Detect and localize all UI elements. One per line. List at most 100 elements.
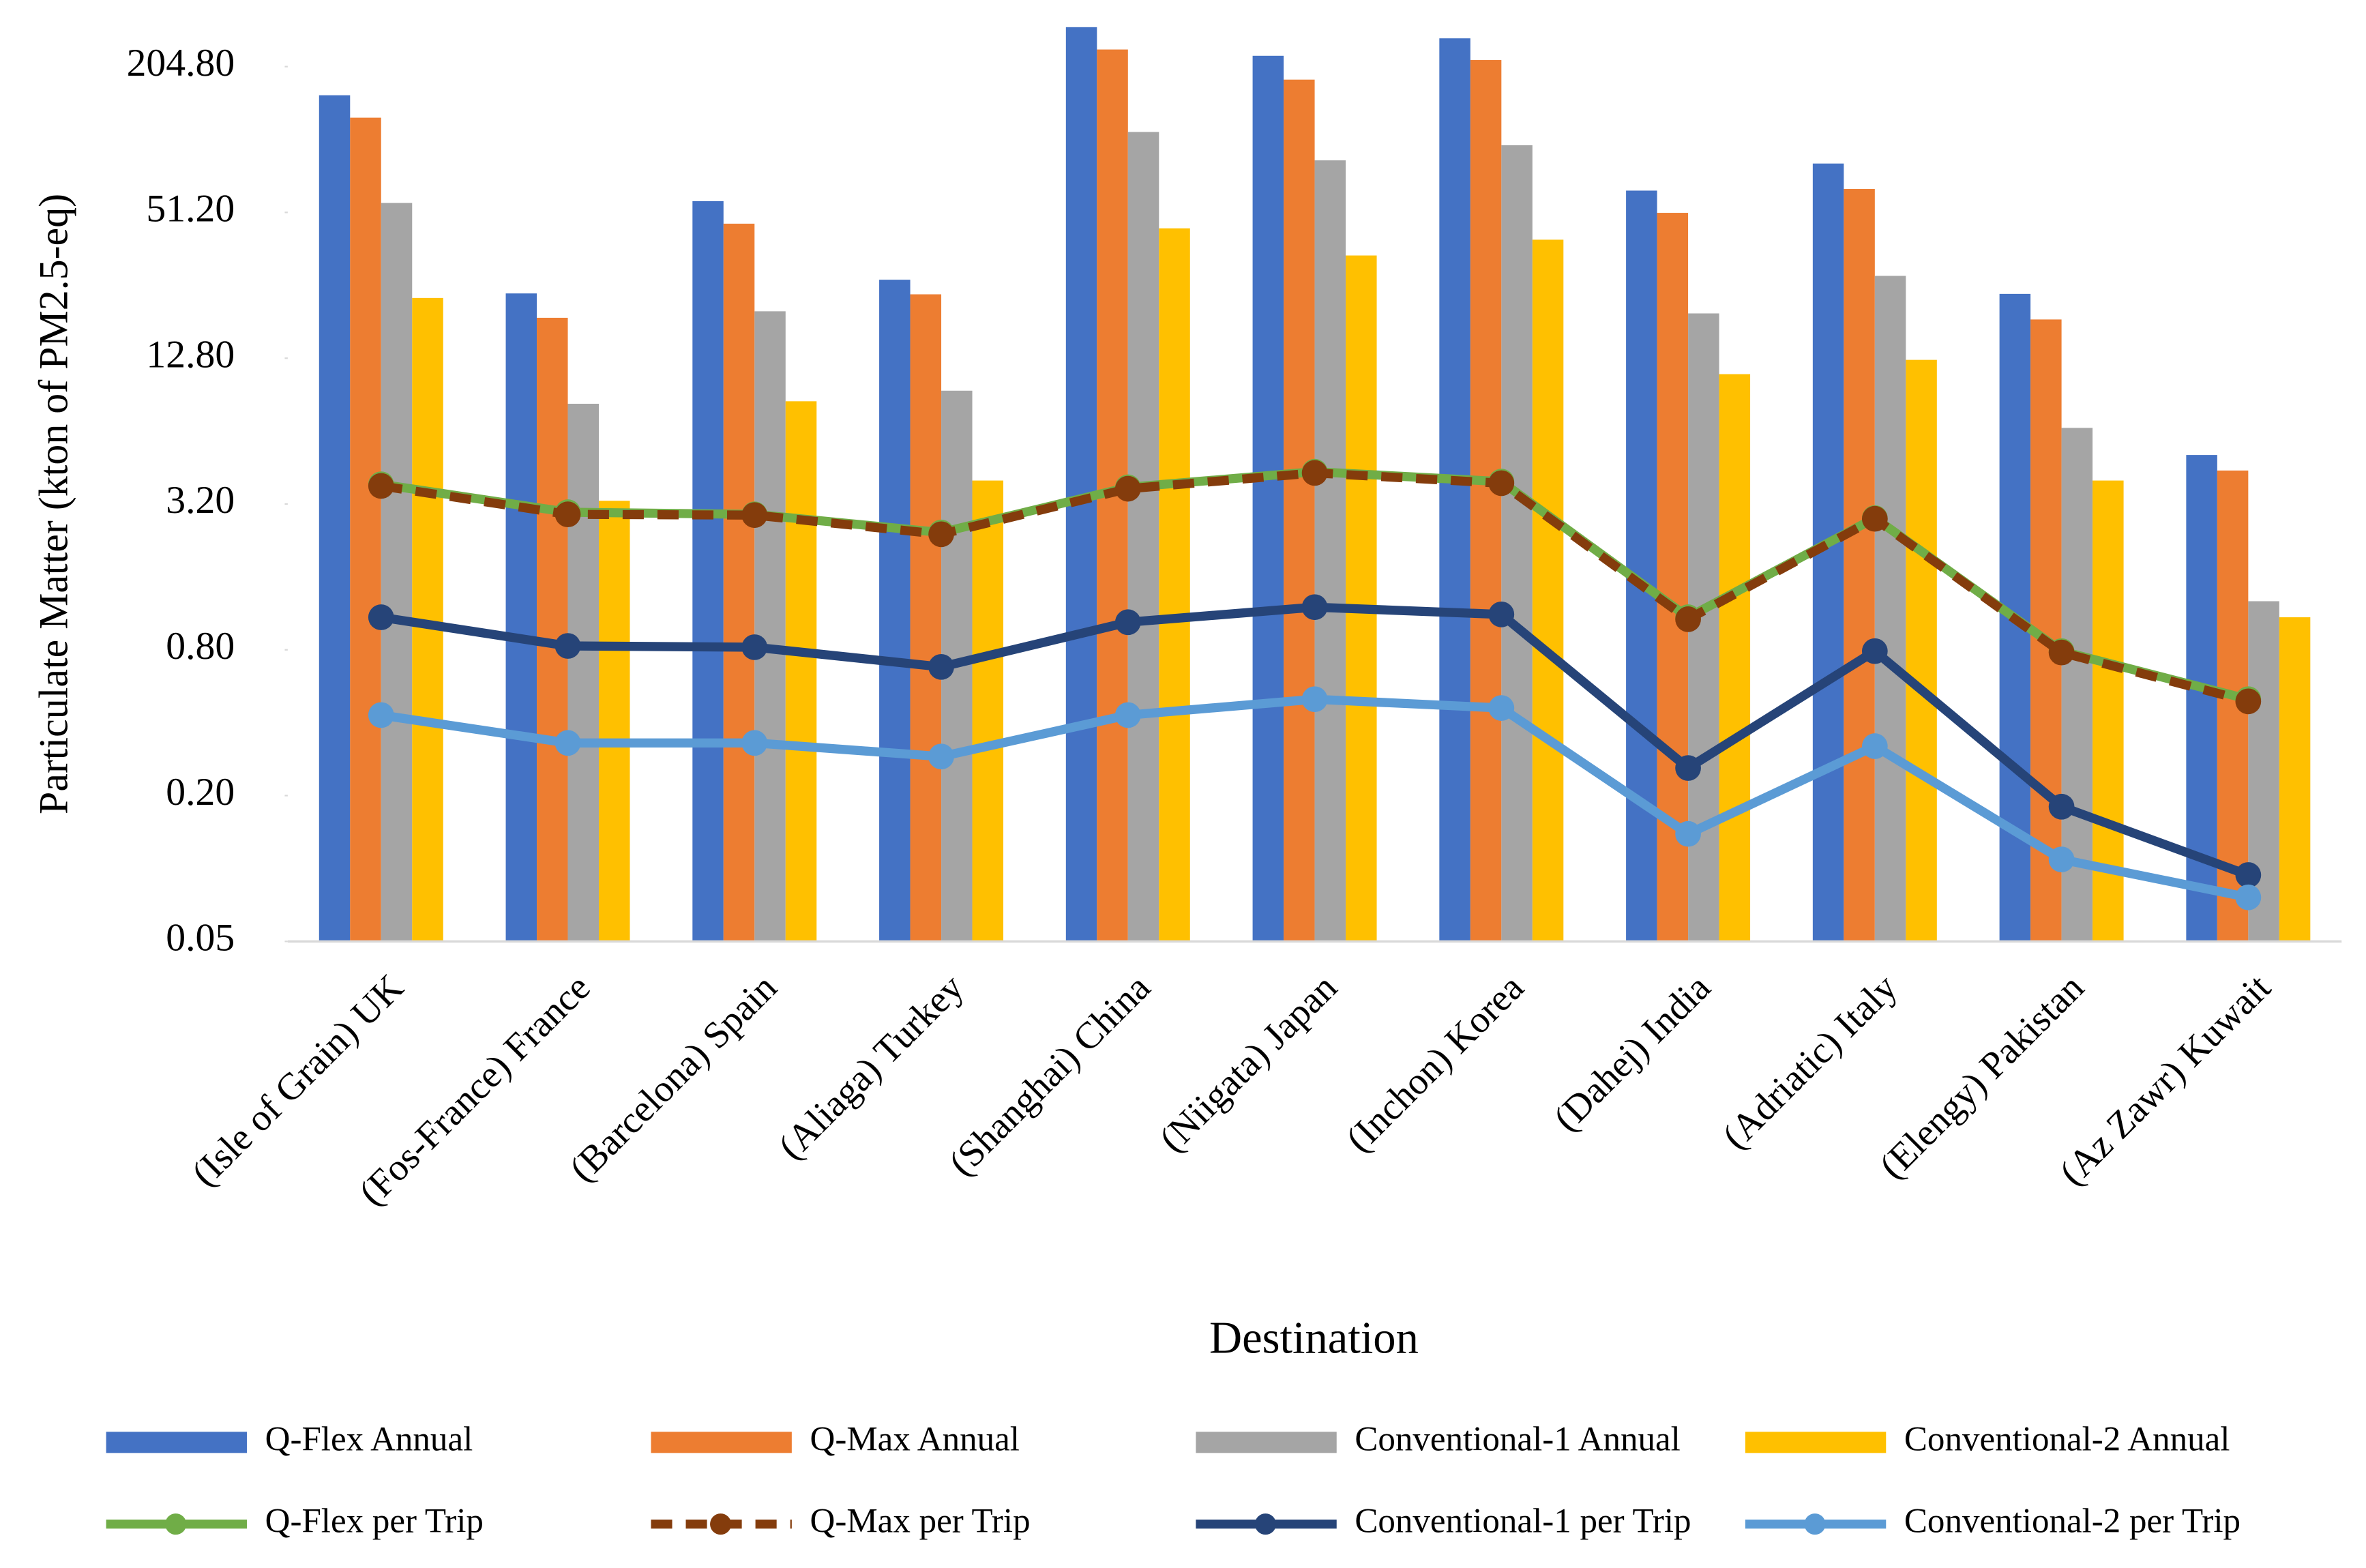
- legend-item: Conventional-1 Annual: [1196, 1421, 1681, 1459]
- bar: [2186, 455, 2217, 942]
- bar: [1314, 160, 1346, 942]
- legend-item: Conventional-2 per Trip: [1745, 1502, 2241, 1540]
- legend-item: Q-Max Annual: [651, 1421, 1020, 1459]
- bar: [505, 293, 537, 942]
- legend-label: Q-Max Annual: [810, 1421, 1019, 1459]
- bar: [350, 117, 381, 942]
- x-axis-title: Destination: [1209, 1314, 1419, 1363]
- bar: [754, 311, 786, 942]
- line-marker: [741, 730, 768, 756]
- bar: [1470, 60, 1502, 942]
- line-marker: [928, 521, 954, 548]
- bar: [785, 401, 817, 942]
- bar: [1532, 239, 1564, 942]
- legend-label: Q-Flex per Trip: [265, 1502, 484, 1540]
- bar: [1252, 55, 1284, 942]
- bar: [1065, 27, 1097, 942]
- line-marker: [368, 473, 394, 499]
- bar: [537, 317, 568, 942]
- bar: [1844, 189, 1875, 942]
- y-tick-label: 204.80: [127, 42, 235, 85]
- legend-marker: [165, 1513, 187, 1535]
- legend-item: Q-Flex Annual: [106, 1421, 473, 1459]
- legend-item: Q-Flex per Trip: [106, 1502, 484, 1540]
- line-marker: [928, 653, 954, 680]
- line-marker: [554, 730, 581, 756]
- line-marker: [1861, 638, 1888, 664]
- line-marker: [741, 502, 768, 529]
- y-axis-title: Particulate Matter (kton of PM2.5-eq): [31, 194, 76, 814]
- line-marker: [2235, 884, 2262, 911]
- y-tick-label: 12.80: [146, 333, 235, 376]
- line-marker: [928, 743, 954, 770]
- line-marker: [368, 604, 394, 630]
- line-marker: [1114, 702, 1141, 728]
- bar: [1127, 132, 1159, 942]
- legend-label: Conventional-2 per Trip: [1904, 1502, 2241, 1540]
- line-marker: [1861, 733, 1888, 759]
- line-marker: [1114, 475, 1141, 502]
- bar: [1501, 145, 1533, 942]
- line-marker: [1301, 686, 1328, 713]
- line-marker: [1861, 505, 1888, 532]
- bar: [1159, 228, 1190, 942]
- line-marker: [2048, 793, 2075, 820]
- bar: [2279, 617, 2311, 942]
- bar: [692, 201, 724, 942]
- legend-item: Conventional-1 per Trip: [1196, 1502, 1691, 1540]
- legend-swatch: [1196, 1432, 1337, 1453]
- legend-swatch: [106, 1432, 247, 1453]
- bar: [1626, 190, 1657, 942]
- bar: [879, 280, 911, 942]
- line-marker: [1488, 602, 1515, 627]
- bar: [1719, 374, 1751, 942]
- line-marker: [1301, 460, 1328, 486]
- bar: [567, 404, 600, 942]
- line-marker: [368, 702, 394, 728]
- bar: [599, 501, 630, 942]
- bar: [972, 480, 1004, 942]
- bar: [381, 203, 413, 942]
- line-marker: [554, 501, 581, 528]
- line-marker: [1675, 755, 1701, 781]
- y-tick-label: 51.20: [146, 188, 235, 231]
- legend-label: Conventional-1 per Trip: [1355, 1502, 1691, 1540]
- y-tick-label: 0.05: [166, 917, 235, 960]
- y-tick-label: 0.20: [166, 771, 235, 814]
- line-marker: [1301, 594, 1328, 621]
- y-tick-label: 0.80: [166, 625, 235, 668]
- line-marker: [1675, 606, 1701, 632]
- legend-swatch: [651, 1432, 792, 1453]
- legend-marker: [710, 1513, 732, 1535]
- line-marker: [554, 633, 581, 659]
- legend-item: Q-Max per Trip: [651, 1502, 1031, 1540]
- legend-swatch: [1745, 1432, 1887, 1453]
- bar: [1874, 276, 1906, 942]
- line-marker: [1675, 820, 1701, 847]
- legend-label: Q-Flex Annual: [265, 1421, 473, 1459]
- y-tick-label: 3.20: [166, 479, 235, 522]
- bar: [1439, 38, 1470, 942]
- line-marker: [2048, 639, 2075, 666]
- line-marker: [2235, 862, 2262, 888]
- line-marker: [1488, 470, 1515, 497]
- bar: [1906, 359, 1937, 942]
- bar: [1284, 79, 1315, 942]
- legend-label: Q-Max per Trip: [810, 1502, 1030, 1540]
- bar: [910, 294, 942, 942]
- bar: [319, 95, 351, 942]
- legend-item: Conventional-2 Annual: [1745, 1421, 2230, 1459]
- bar: [1346, 255, 1377, 942]
- line-marker: [1114, 609, 1141, 636]
- legend-marker: [1804, 1513, 1826, 1535]
- line-marker: [1488, 695, 1515, 721]
- bar: [723, 223, 755, 942]
- legend-label: Conventional-1 Annual: [1355, 1421, 1681, 1459]
- legend-marker: [1254, 1513, 1276, 1535]
- legend-label: Conventional-2 Annual: [1904, 1421, 2230, 1459]
- line-marker: [741, 634, 768, 660]
- line-marker: [2235, 688, 2262, 715]
- line-marker: [2048, 846, 2075, 872]
